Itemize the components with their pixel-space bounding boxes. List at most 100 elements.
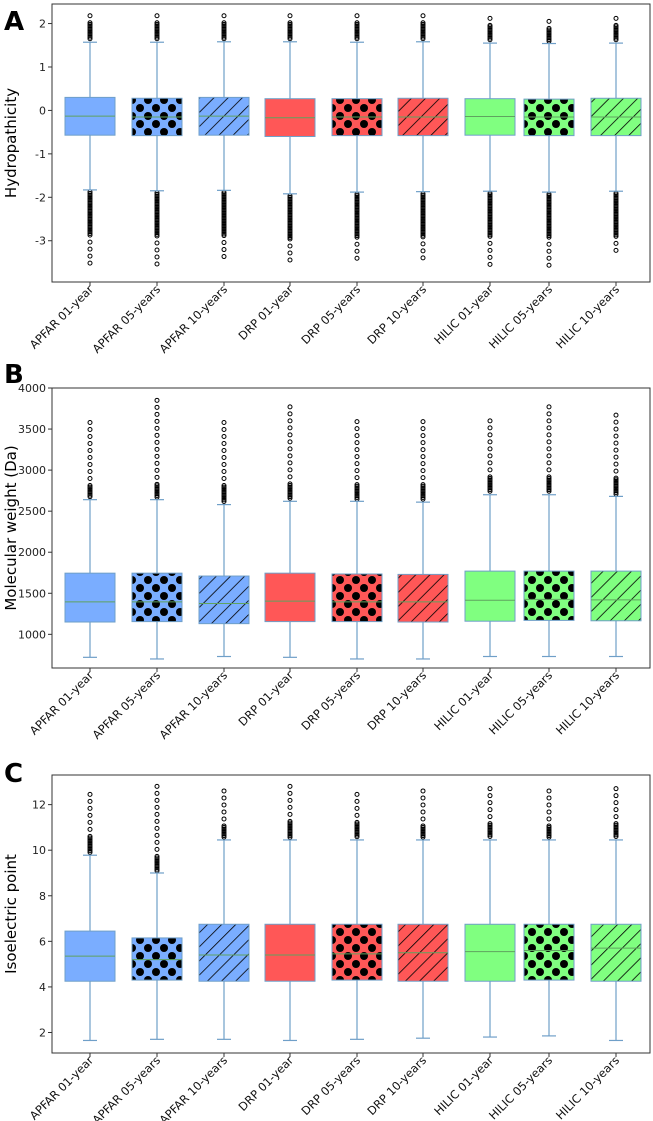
- outlier-point: [613, 214, 619, 220]
- outlier-point: [613, 486, 619, 492]
- outlier-point: [154, 863, 160, 869]
- outlier-point: [420, 802, 426, 808]
- outlier-point: [546, 411, 552, 417]
- outlier-point: [287, 198, 293, 204]
- outlier-point: [154, 481, 160, 487]
- outlier-point: [487, 825, 493, 831]
- outlier-point: [420, 219, 426, 225]
- outlier-point: [221, 26, 227, 32]
- outlier-point: [546, 802, 552, 808]
- outlier-point: [546, 255, 552, 261]
- outlier-point: [613, 32, 619, 38]
- outlier-point: [354, 812, 360, 818]
- outlier-point: [221, 829, 227, 835]
- outlier-point: [613, 15, 619, 21]
- outlier-point: [87, 20, 93, 26]
- outlier-point: [354, 221, 360, 227]
- outlier-point: [613, 30, 619, 36]
- outlier-point: [420, 834, 426, 840]
- outlier-point: [354, 248, 360, 254]
- outlier-point: [420, 491, 426, 497]
- outlier-point: [487, 26, 493, 32]
- outlier-point: [154, 206, 160, 212]
- outlier-point: [354, 485, 360, 491]
- outlier-point: [546, 35, 552, 41]
- outlier-point: [546, 485, 552, 491]
- outlier-point: [546, 37, 552, 43]
- outlier-point: [154, 804, 160, 810]
- outlier-point: [287, 220, 293, 226]
- outlier-point: [154, 193, 160, 199]
- outlier-point: [354, 827, 360, 833]
- outlier-point: [221, 29, 227, 35]
- outlier-point: [546, 479, 552, 485]
- outlier-point: [613, 201, 619, 207]
- outlier-point: [221, 218, 227, 224]
- outlier-point: [546, 204, 552, 210]
- outlier-point: [420, 202, 426, 208]
- outlier-point: [154, 254, 160, 260]
- outlier-point: [487, 830, 493, 836]
- outlier-point: [487, 224, 493, 230]
- outlier-point: [354, 832, 360, 838]
- outlier-point: [487, 479, 493, 485]
- outlier-point: [354, 33, 360, 39]
- outlier-point: [221, 28, 227, 34]
- outlier-point: [87, 849, 93, 855]
- outlier-point: [487, 232, 493, 238]
- outlier-point: [613, 827, 619, 833]
- outlier-point: [354, 201, 360, 207]
- outlier-point: [287, 222, 293, 228]
- outlier-point: [154, 425, 160, 431]
- outlier-point: [154, 855, 160, 861]
- outlier-point: [487, 453, 493, 459]
- outlier-point: [287, 201, 293, 207]
- outlier-point: [221, 468, 227, 474]
- outlier-point: [546, 18, 552, 24]
- outlier-point: [221, 440, 227, 446]
- outlier-point: [420, 788, 426, 794]
- outlier-point: [154, 858, 160, 864]
- outlier-point: [420, 483, 426, 489]
- outlier-point: [613, 221, 619, 227]
- outlier-point: [154, 36, 160, 42]
- outlier-point: [487, 786, 493, 792]
- box-3: [264, 404, 316, 658]
- outlier-point: [287, 495, 293, 501]
- y-axis-label: Hydropathicity: [2, 88, 20, 198]
- outlier-point: [613, 240, 619, 246]
- outlier-point: [87, 239, 93, 245]
- outlier-point: [613, 192, 619, 198]
- outlier-point: [221, 191, 227, 197]
- outlier-point: [154, 204, 160, 210]
- y-tick-label: 1000: [18, 628, 46, 641]
- outlier-point: [487, 217, 493, 223]
- outlier-point: [546, 460, 552, 466]
- x-tick-label: HILIC 05-years: [486, 282, 555, 351]
- box-4: [331, 791, 383, 1040]
- x-tick-label: DRP 10-years: [364, 668, 429, 733]
- outlier-point: [613, 461, 619, 467]
- x-tick-label: HILIC 01-year: [431, 282, 496, 347]
- outlier-point: [87, 210, 93, 216]
- y-tick-label: 12: [32, 799, 46, 812]
- outlier-point: [613, 426, 619, 432]
- outlier-point: [613, 821, 619, 827]
- outlier-point: [613, 833, 619, 839]
- outlier-point: [154, 797, 160, 803]
- outlier-point: [487, 34, 493, 40]
- outlier-point: [221, 23, 227, 29]
- outlier-point: [420, 488, 426, 494]
- x-tick-label: APFAR 10-years: [157, 282, 231, 356]
- y-tick-label: 2500: [18, 505, 46, 518]
- outlier-point: [546, 29, 552, 35]
- box-iqr: [198, 575, 250, 625]
- outlier-point: [221, 233, 227, 239]
- outlier-point: [420, 494, 426, 500]
- outlier-point: [546, 816, 552, 822]
- outlier-point: [287, 194, 293, 200]
- outlier-point: [154, 203, 160, 209]
- outlier-point: [221, 419, 227, 425]
- outlier-point: [354, 826, 360, 832]
- outlier-point: [87, 260, 93, 266]
